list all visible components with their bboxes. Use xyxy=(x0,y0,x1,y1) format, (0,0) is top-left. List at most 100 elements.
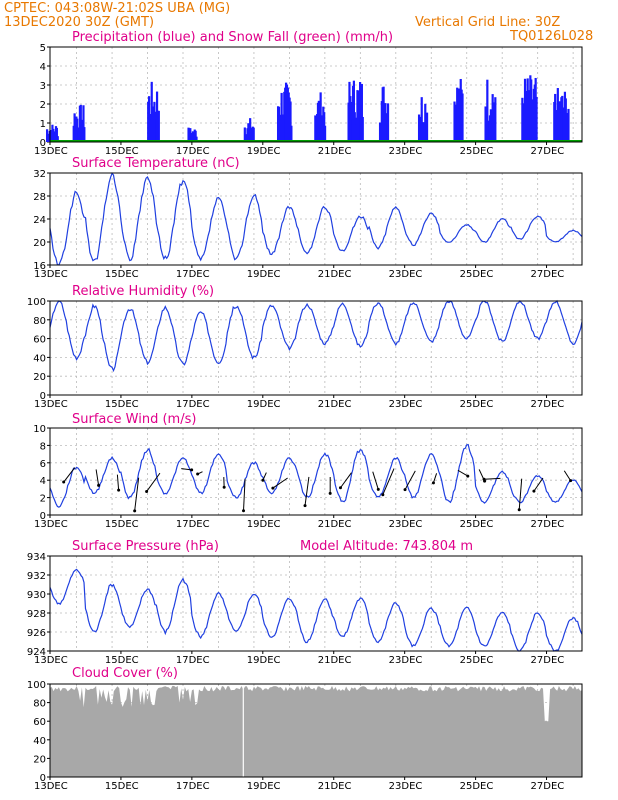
y-tick-label: 6 xyxy=(40,459,46,470)
precip-bar xyxy=(56,136,59,142)
panels: Precipitation (blue) and Snow Fall (gree… xyxy=(27,30,583,792)
wind-vector xyxy=(457,469,469,477)
x-tick-label: 25DEC xyxy=(460,269,494,280)
x-tick-label: 19DEC xyxy=(247,146,281,157)
wind-vector xyxy=(432,473,438,483)
precip-bar xyxy=(424,103,427,142)
x-tick-label: 25DEC xyxy=(460,399,494,410)
x-tick-label: 13DEC xyxy=(34,399,68,410)
panel-title: Surface Temperature (nC) xyxy=(72,156,240,171)
y-tick-label: 8 xyxy=(40,441,46,452)
series-line xyxy=(49,299,583,373)
x-tick-label: 13DEC xyxy=(34,781,68,792)
y-tick-label: 928 xyxy=(27,609,46,620)
wind-arrowhead xyxy=(403,488,407,492)
precip-bar xyxy=(454,104,457,142)
precip-bar xyxy=(195,136,198,142)
y-tick-label: 24 xyxy=(33,215,46,226)
y-tick-label: 20 xyxy=(33,754,46,765)
x-tick-label: 15DEC xyxy=(105,655,139,666)
wind-arrowhead xyxy=(338,486,342,490)
x-tick-label: 27DEC xyxy=(531,399,565,410)
wind-vector xyxy=(134,477,140,511)
y-tick-label: 0 xyxy=(40,773,46,784)
x-tick-label: 21DEC xyxy=(318,519,352,530)
y-tick-label: 16 xyxy=(33,261,46,272)
panel-title: Surface Pressure (hPa) xyxy=(72,539,219,554)
y-tick-label: 10 xyxy=(33,424,46,435)
wind-arrowhead xyxy=(261,478,265,482)
wind-arrowhead xyxy=(328,491,332,495)
x-tick-label: 23DEC xyxy=(389,146,423,157)
x-tick-label: 27DEC xyxy=(531,655,565,666)
y-tick-label: 932 xyxy=(27,571,46,582)
precip-bar xyxy=(252,127,255,142)
x-tick-label: 25DEC xyxy=(460,781,494,792)
x-tick-label: 21DEC xyxy=(318,655,352,666)
x-tick-label: 23DEC xyxy=(389,519,423,530)
precip-bar xyxy=(83,127,86,142)
panel-frame xyxy=(49,555,583,652)
precip-bar xyxy=(425,112,429,142)
x-tick-label: 17DEC xyxy=(176,655,210,666)
y-tick-label: 28 xyxy=(33,192,46,203)
precip-bar xyxy=(79,104,82,142)
wind-vector xyxy=(340,472,352,489)
wind-arrowhead xyxy=(303,504,307,508)
wind-vector xyxy=(533,477,544,492)
y-tick-label: 2 xyxy=(40,494,46,505)
x-tick-label: 27DEC xyxy=(531,269,565,280)
precip-bar xyxy=(194,130,197,142)
wind-arrowhead xyxy=(97,483,101,487)
wind-arrowhead xyxy=(117,488,121,492)
x-tick-label: 13DEC xyxy=(34,655,68,666)
cloud-area xyxy=(50,685,582,777)
panel-5: Cloud Cover (%) 0 20 40 60 80 100 13DEC 15DEC 17D… xyxy=(27,666,583,792)
precip-bar xyxy=(73,113,76,142)
y-tick-label: 80 xyxy=(33,699,46,710)
wind-arrowhead xyxy=(145,490,149,494)
wind-vector xyxy=(382,468,395,495)
y-tick-label: 1 xyxy=(40,119,46,130)
panel-3: Surface Wind (m/s) 0 2 4 6 8 10 13DEC 15DEC 17DEC… xyxy=(33,412,583,530)
precip-bar xyxy=(384,103,387,142)
x-tick-label: 23DEC xyxy=(389,399,423,410)
wind-arrowhead xyxy=(381,493,385,497)
y-tick-label: 60 xyxy=(33,717,46,728)
y-tick-label: 40 xyxy=(33,353,46,364)
x-tick-label: 19DEC xyxy=(247,399,281,410)
y-tick-label: 40 xyxy=(33,736,46,747)
panel-0: Precipitation (blue) and Snow Fall (gree… xyxy=(34,30,583,157)
x-tick-label: 27DEC xyxy=(531,781,565,792)
precip-bar xyxy=(567,108,570,142)
precip-bar xyxy=(289,101,292,142)
wind-vector xyxy=(563,470,572,481)
x-tick-label: 27DEC xyxy=(531,146,565,157)
y-tick-label: 930 xyxy=(27,590,46,601)
precip-bar xyxy=(323,125,327,142)
wind-arrowhead xyxy=(190,468,194,472)
panel-frame xyxy=(49,46,583,143)
precip-bar xyxy=(535,96,538,142)
panel-subtitle: Model Altitude: 743.804 m xyxy=(300,539,473,554)
wind-vector xyxy=(372,471,379,490)
y-tick-label: 2 xyxy=(40,100,46,111)
header-code: TQ0126L028 xyxy=(509,29,593,44)
x-tick-label: 13DEC xyxy=(34,269,68,280)
wind-arrowhead xyxy=(376,487,380,491)
precip-bar xyxy=(280,92,283,142)
series-line xyxy=(49,568,583,652)
y-tick-label: 100 xyxy=(27,680,46,691)
panel-title: Surface Wind (m/s) xyxy=(72,412,196,427)
x-tick-label: 25DEC xyxy=(460,146,494,157)
precip-bar xyxy=(564,98,567,142)
panel-title: Cloud Cover (%) xyxy=(72,666,178,681)
wind-vector xyxy=(304,476,310,506)
y-tick-label: 934 xyxy=(27,552,46,563)
y-tick-label: 20 xyxy=(33,372,46,383)
precip-bar xyxy=(494,97,497,142)
wind-vector xyxy=(63,467,76,483)
precip-bar xyxy=(49,130,52,142)
precip-bar xyxy=(382,86,385,142)
y-tick-label: 20 xyxy=(33,238,46,249)
